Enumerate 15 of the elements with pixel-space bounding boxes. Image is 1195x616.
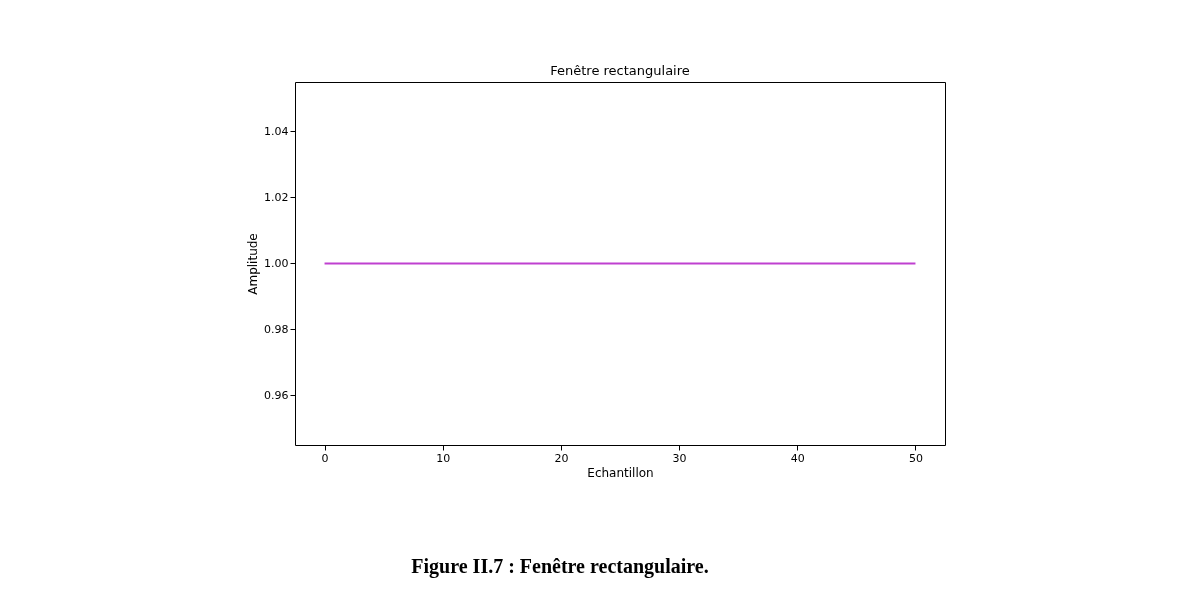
chart-title: Fenêtre rectangulaire	[550, 63, 690, 78]
y-tick-label: 0.96	[264, 389, 289, 402]
x-tick-label: 40	[790, 451, 805, 465]
text: Figure II.7 : Fenêtre rectangulaire.	[411, 555, 709, 578]
x-tick-label: 30	[672, 451, 687, 465]
x-tick-label: 10	[436, 451, 451, 465]
y-tick-label: 1.00	[264, 257, 289, 270]
x-tick-label: 20	[554, 451, 569, 465]
y-tick-label: 1.02	[264, 191, 289, 204]
y-tick-label: 0.98	[264, 323, 289, 336]
x-tick-label: 0	[321, 451, 329, 465]
y-axis-title: Amplitude	[246, 233, 261, 295]
x-tick-label: 50	[908, 451, 923, 465]
y-tick-label: 1.04	[264, 125, 289, 138]
x-axis-title: Echantillon	[587, 465, 654, 480]
